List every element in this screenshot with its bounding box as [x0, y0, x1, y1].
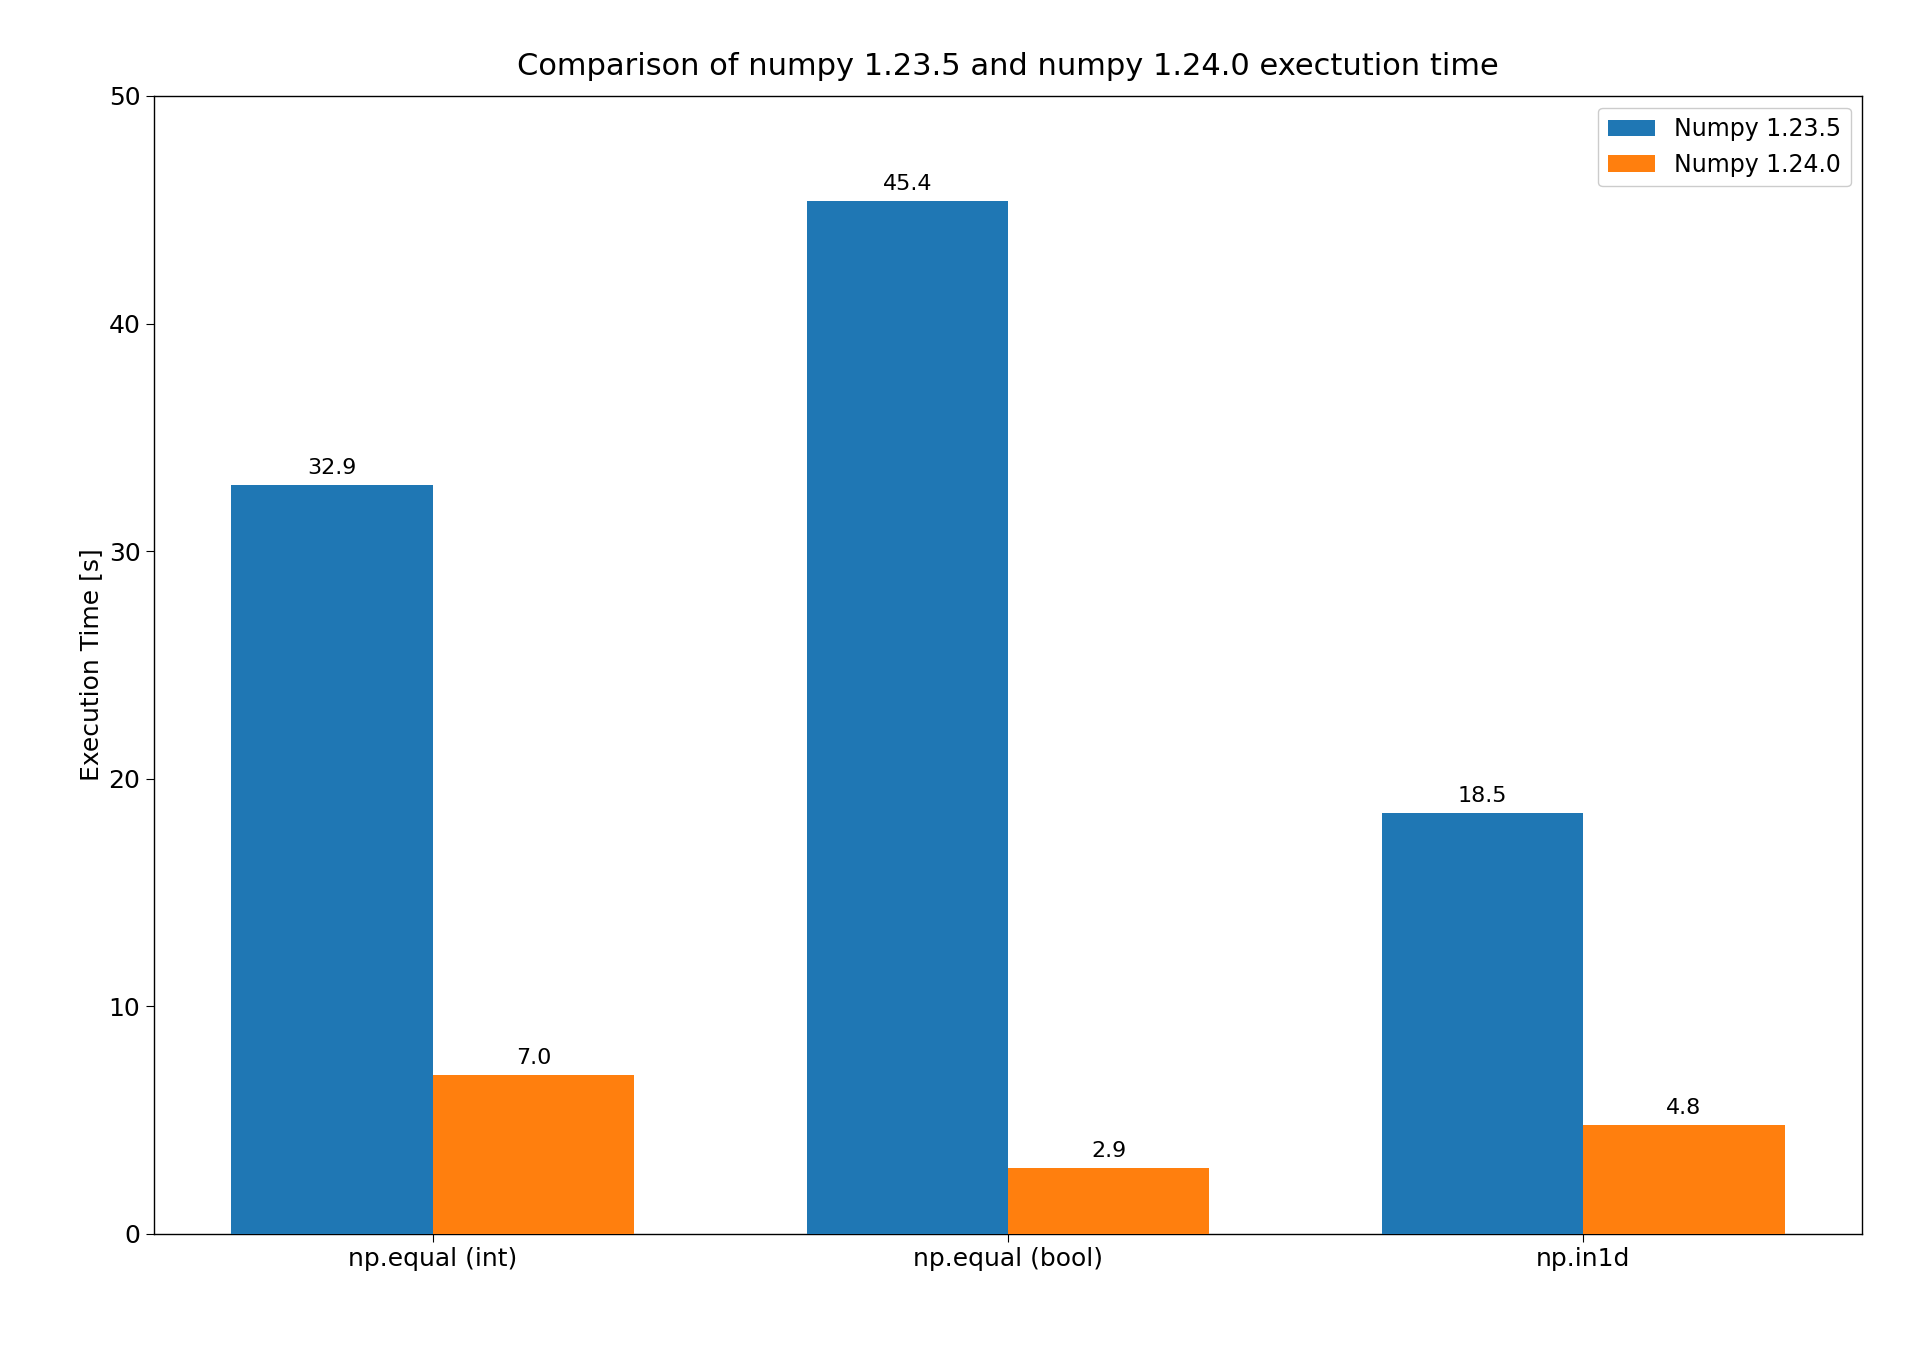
Text: 4.8: 4.8: [1667, 1098, 1701, 1117]
Text: 18.5: 18.5: [1457, 786, 1507, 806]
Text: 2.9: 2.9: [1091, 1141, 1127, 1161]
Text: 45.4: 45.4: [883, 174, 931, 193]
Text: 7.0: 7.0: [516, 1047, 551, 1068]
Bar: [1584, 1124, 1786, 1234]
Text: 32.9: 32.9: [307, 458, 357, 478]
Bar: [432, 1075, 634, 1234]
Bar: [1382, 813, 1584, 1234]
Bar: [806, 200, 1008, 1234]
Bar: [230, 485, 432, 1234]
Title: Comparison of numpy 1.23.5 and numpy 1.24.0 exectution time: Comparison of numpy 1.23.5 and numpy 1.2…: [516, 52, 1500, 81]
Legend: Numpy 1.23.5, Numpy 1.24.0: Numpy 1.23.5, Numpy 1.24.0: [1599, 108, 1851, 186]
Bar: [1008, 1168, 1210, 1234]
Y-axis label: Execution Time [s]: Execution Time [s]: [79, 548, 104, 781]
